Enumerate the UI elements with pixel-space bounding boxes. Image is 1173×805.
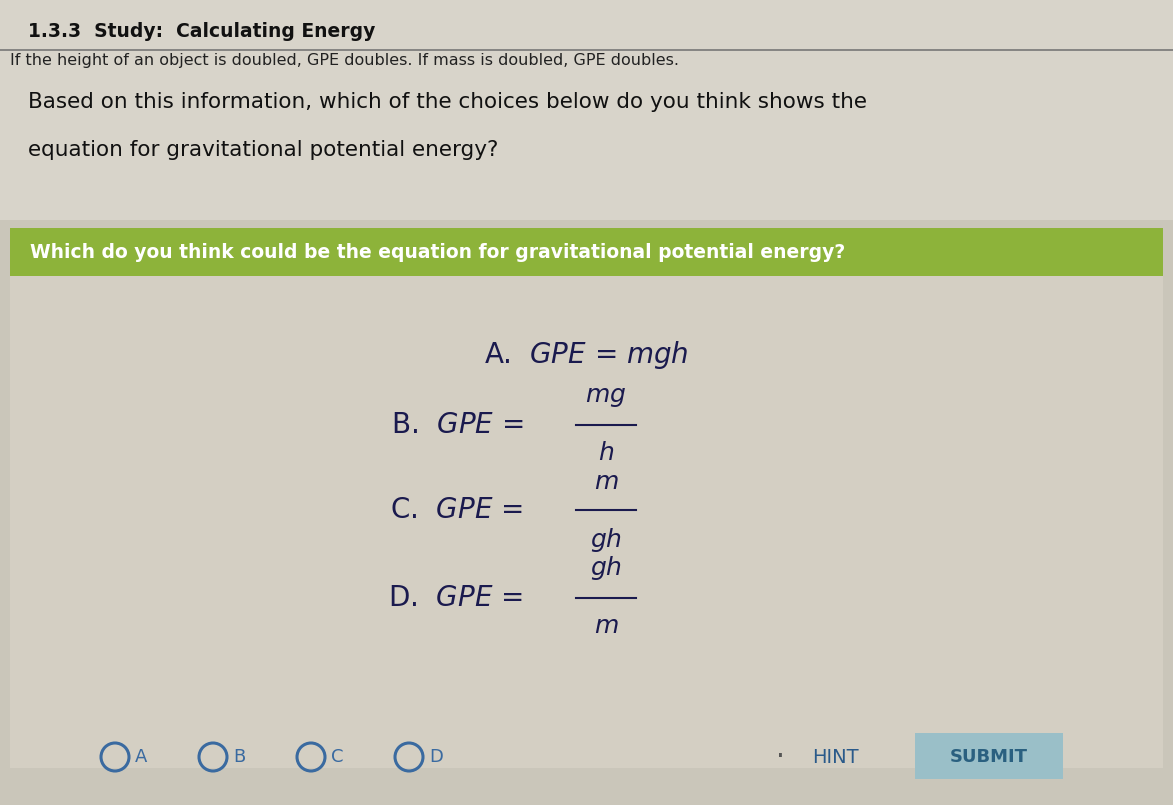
Bar [11, 228, 1162, 276]
Text: C.  $\it{GPE}$ =: C. $\it{GPE}$ = [391, 496, 526, 524]
Text: Based on this information, which of the choices below do you think shows the: Based on this information, which of the … [28, 92, 867, 112]
Text: D.  $\it{GPE}$ =: D. $\it{GPE}$ = [388, 584, 526, 612]
Text: $\it{gh}$: $\it{gh}$ [590, 526, 622, 554]
Text: D: D [429, 748, 443, 766]
Text: HINT: HINT [812, 748, 859, 766]
Bar [0, 0, 1173, 220]
Text: $\it{h}$: $\it{h}$ [598, 441, 615, 465]
Text: A: A [135, 748, 148, 766]
Text: equation for gravitational potential energy?: equation for gravitational potential ene… [28, 140, 499, 160]
Text: $\it{mg}$: $\it{mg}$ [585, 385, 626, 409]
Text: $\it{m}$: $\it{m}$ [594, 614, 618, 638]
Text: Which do you think could be the equation for gravitational potential energy?: Which do you think could be the equation… [30, 242, 846, 262]
Text: $\it{gh}$: $\it{gh}$ [590, 554, 622, 582]
Text: A.  $\it{GPE}$ = $\it{mgh}$: A. $\it{GPE}$ = $\it{mgh}$ [483, 339, 689, 371]
Text: $\it{m}$: $\it{m}$ [594, 470, 618, 494]
Text: 1.3.3  Study:  Calculating Energy: 1.3.3 Study: Calculating Energy [28, 22, 375, 41]
Text: If the height of an object is doubled, GPE doubles. If mass is doubled, GPE doub: If the height of an object is doubled, G… [11, 53, 679, 68]
Text: ·: · [775, 743, 785, 771]
Text: C: C [331, 748, 344, 766]
Bar [915, 733, 1063, 779]
Text: B.  $\it{GPE}$ =: B. $\it{GPE}$ = [391, 411, 526, 439]
Bar [11, 228, 1162, 768]
Text: B: B [233, 748, 245, 766]
Text: SUBMIT: SUBMIT [950, 748, 1028, 766]
